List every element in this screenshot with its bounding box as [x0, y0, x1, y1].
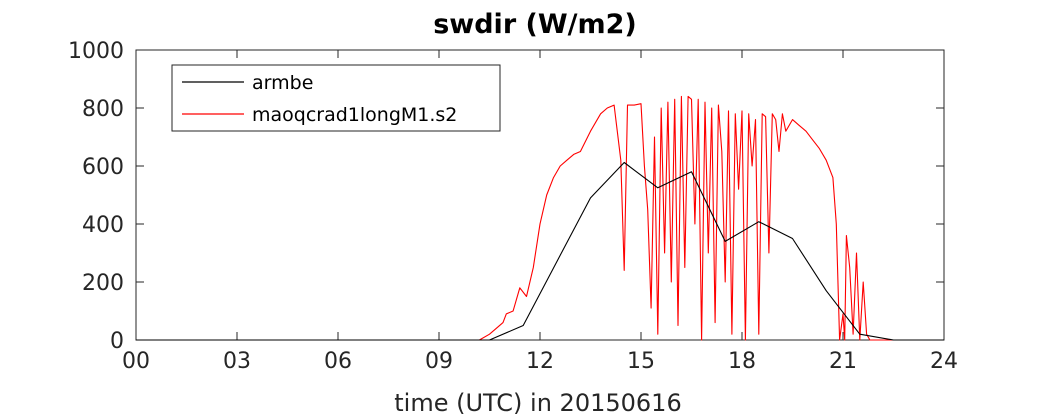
- y-tick-label: 800: [82, 97, 124, 122]
- x-tick-label: 15: [627, 349, 655, 374]
- y-tick-label: 0: [110, 329, 124, 354]
- series-line-0: [136, 161, 944, 341]
- legend-label-1: maoqcrad1longM1.s2: [252, 104, 457, 126]
- legend-box: [171, 64, 501, 132]
- y-tick-label: 1000: [68, 39, 124, 64]
- x-tick-label: 24: [930, 349, 958, 374]
- x-tick-label: 06: [324, 349, 352, 374]
- legend: armbe maoqcrad1longM1.s2: [171, 64, 501, 132]
- plot-area: 00 03 06 09 12 15 18 21 24 0 200 400 600 800 1000: [68, 39, 958, 374]
- x-tick-label: 09: [425, 349, 453, 374]
- x-tick-label: 00: [122, 349, 150, 374]
- x-tick-label: 18: [728, 349, 756, 374]
- y-tick-label: 600: [82, 155, 124, 180]
- x-axis-title: time (UTC) in 20150616: [394, 389, 681, 417]
- x-tick-label: 12: [526, 349, 554, 374]
- x-tick-label: 21: [829, 349, 857, 374]
- series-line-1: [136, 95, 944, 341]
- legend-label-0: armbe: [252, 72, 313, 94]
- y-tick-label: 200: [82, 271, 124, 296]
- chart-title: swdir (W/m2): [433, 9, 637, 40]
- y-tick-label: 400: [82, 213, 124, 238]
- x-tick-label: 03: [223, 349, 251, 374]
